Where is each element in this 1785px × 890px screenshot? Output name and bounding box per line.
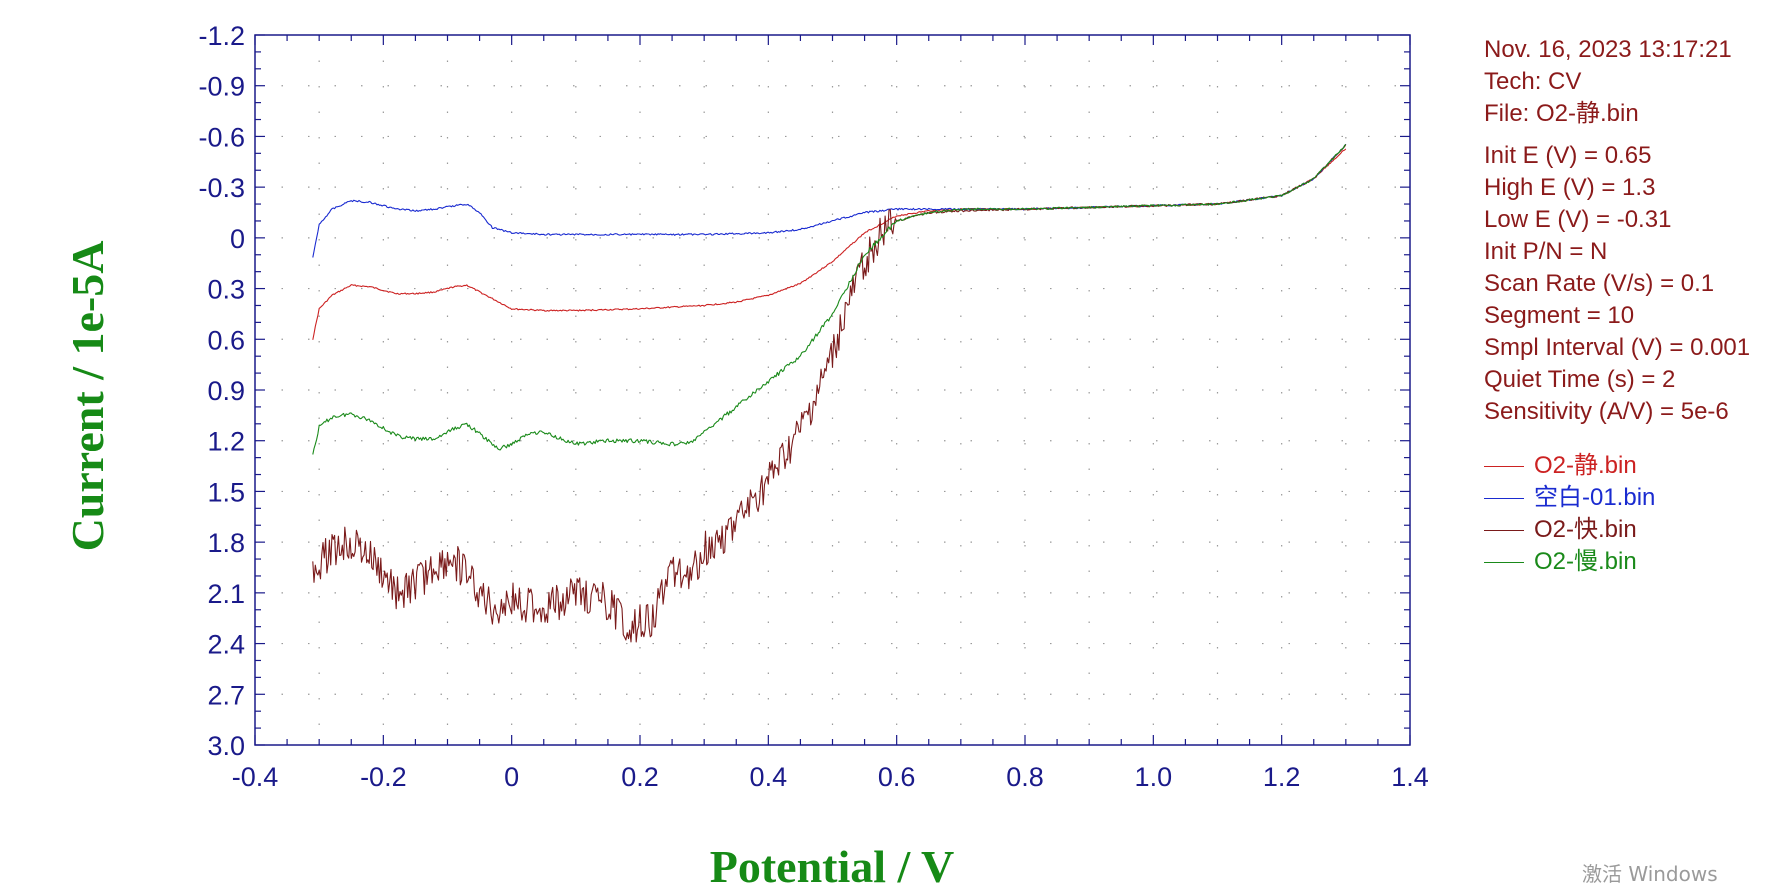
y-tick-labels: -1.2 -0.9 -0.6 -0.3 0 0.3 0.6 0.9 1.2 1.5 1.8 2.1 2.… [198,21,245,761]
y-tick-label: -0.9 [198,72,245,102]
legend-item: O2-快.bin [1484,514,1655,546]
y-tick-label: 0.6 [207,325,245,355]
x-tick-label: -0.2 [360,762,407,792]
x-tick-label: 0.8 [1006,762,1044,792]
y-tick-label: 1.8 [207,528,245,558]
parameter-line: Init P/N = N [1484,238,1608,265]
legend-label: O2-慢.bin [1534,548,1637,575]
legend: O2-静.bin 空白-01.bin O2-快.bin O2-慢.bin [1484,450,1655,578]
legend-item: O2-慢.bin [1484,546,1655,578]
legend-label: 空白-01.bin [1534,484,1656,511]
parameter-line: Scan Rate (V/s) = 0.1 [1484,270,1715,297]
legend-line-swatch [1484,497,1524,499]
y-tick-label: 2.4 [207,630,245,660]
series-line-1 [312,148,1347,340]
x-tick-label: 1.4 [1391,762,1429,792]
y-tick-label: 1.2 [207,427,245,457]
y-tick-label: 3.0 [207,731,245,761]
x-tick-label: 1.2 [1263,762,1301,792]
file-name: File: O2-静.bin [1484,100,1639,127]
technique: Tech: CV [1484,68,1582,95]
parameter-line: Low E (V) = -0.31 [1484,206,1672,233]
y-tick-label: 0.9 [207,376,245,406]
axis-ticks [254,34,1411,746]
legend-item: 空白-01.bin [1484,482,1655,514]
y-tick-label: 0.3 [207,275,245,305]
y-axis-title: Current / 1e-5A [62,241,113,552]
x-tick-label: 1.0 [1135,762,1173,792]
y-tick-label: -0.6 [198,122,245,152]
legend-line-swatch [1484,561,1524,563]
legend-label: O2-快.bin [1534,516,1637,543]
legend-line-swatch [1484,465,1524,467]
series-line-2 [312,143,1347,258]
parameter-list: Init E (V) = 0.65 High E (V) = 1.3 Low E (… [1484,140,1750,428]
legend-item: O2-静.bin [1484,450,1655,482]
x-tick-label: -0.4 [232,762,279,792]
y-tick-label: -1.2 [198,21,245,51]
series-line-4 [312,144,1347,455]
run-date: Nov. 16, 2023 13:17:21 [1484,36,1732,63]
x-tick-label: 0.2 [621,762,659,792]
parameter-line: Smpl Interval (V) = 0.001 [1484,334,1751,361]
x-tick-label: 0.4 [750,762,788,792]
experiment-info-panel: Nov. 16, 2023 13:17:21 Tech: CV File: O2… [1484,34,1750,428]
grid-dots [255,35,1410,745]
y-tick-label: 2.1 [207,579,245,609]
x-axis-title: Potential / V [710,841,954,890]
parameter-line: Init E (V) = 0.65 [1484,142,1652,169]
y-tick-label: 0 [230,224,245,254]
x-tick-label: 0.6 [878,762,916,792]
parameter-line: High E (V) = 1.3 [1484,174,1656,201]
legend-line-swatch [1484,529,1524,531]
parameter-line: Segment = 10 [1484,302,1635,329]
activation-watermark: 激活 Windows [1582,862,1718,886]
parameter-line: Quiet Time (s) = 2 [1484,366,1676,393]
x-tick-label: 0 [504,762,519,792]
y-tick-label: 2.7 [207,680,245,710]
x-tick-labels: -0.4 -0.2 0 0.2 0.4 0.6 0.8 1.0 1.2 1.4 [232,762,1429,792]
y-tick-label: 1.5 [207,477,245,507]
series-lines [312,143,1347,643]
parameter-line: Sensitivity (A/V) = 5e-6 [1484,398,1729,425]
y-tick-label: -0.3 [198,173,245,203]
series-line-3 [312,144,1347,643]
legend-label: O2-静.bin [1534,452,1637,479]
